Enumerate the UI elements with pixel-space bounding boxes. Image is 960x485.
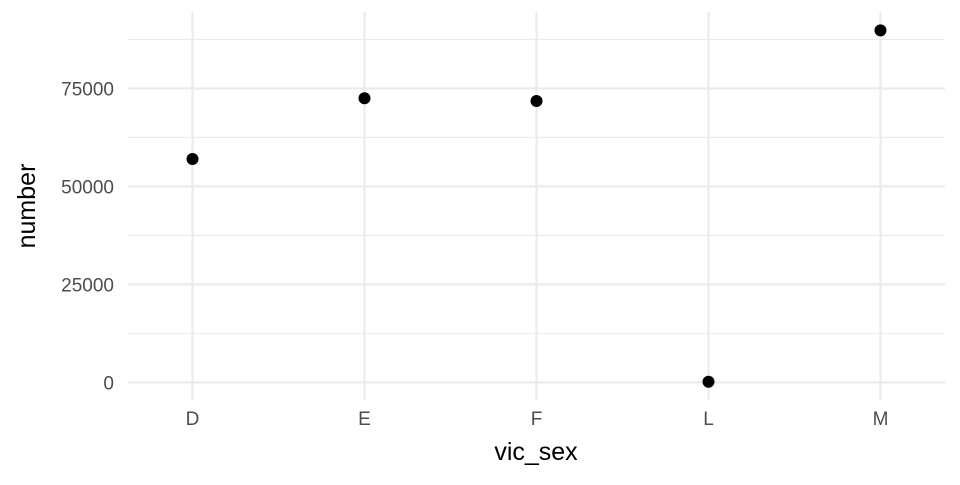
x-tick-label: D — [186, 409, 200, 430]
y-tick-label: 75000 — [61, 79, 114, 100]
data-point — [874, 24, 887, 37]
y-tick-label: 50000 — [61, 177, 114, 198]
data-point — [186, 152, 199, 165]
x-tick-label: M — [873, 409, 889, 430]
data-points — [186, 24, 887, 388]
x-tick-label: E — [358, 409, 371, 430]
y-tick-label: 25000 — [61, 275, 114, 296]
y-axis-title: number — [13, 164, 41, 249]
data-point — [530, 94, 543, 107]
data-point — [702, 375, 715, 388]
y-tick-labels: 0 25000 50000 75000 — [61, 79, 114, 394]
data-point — [358, 92, 371, 105]
x-axis-title: vic_sex — [494, 438, 578, 466]
y-tick-label: 0 — [103, 373, 114, 394]
x-tick-label: F — [531, 409, 543, 430]
gridlines — [128, 12, 945, 400]
x-tick-label: L — [703, 409, 714, 430]
